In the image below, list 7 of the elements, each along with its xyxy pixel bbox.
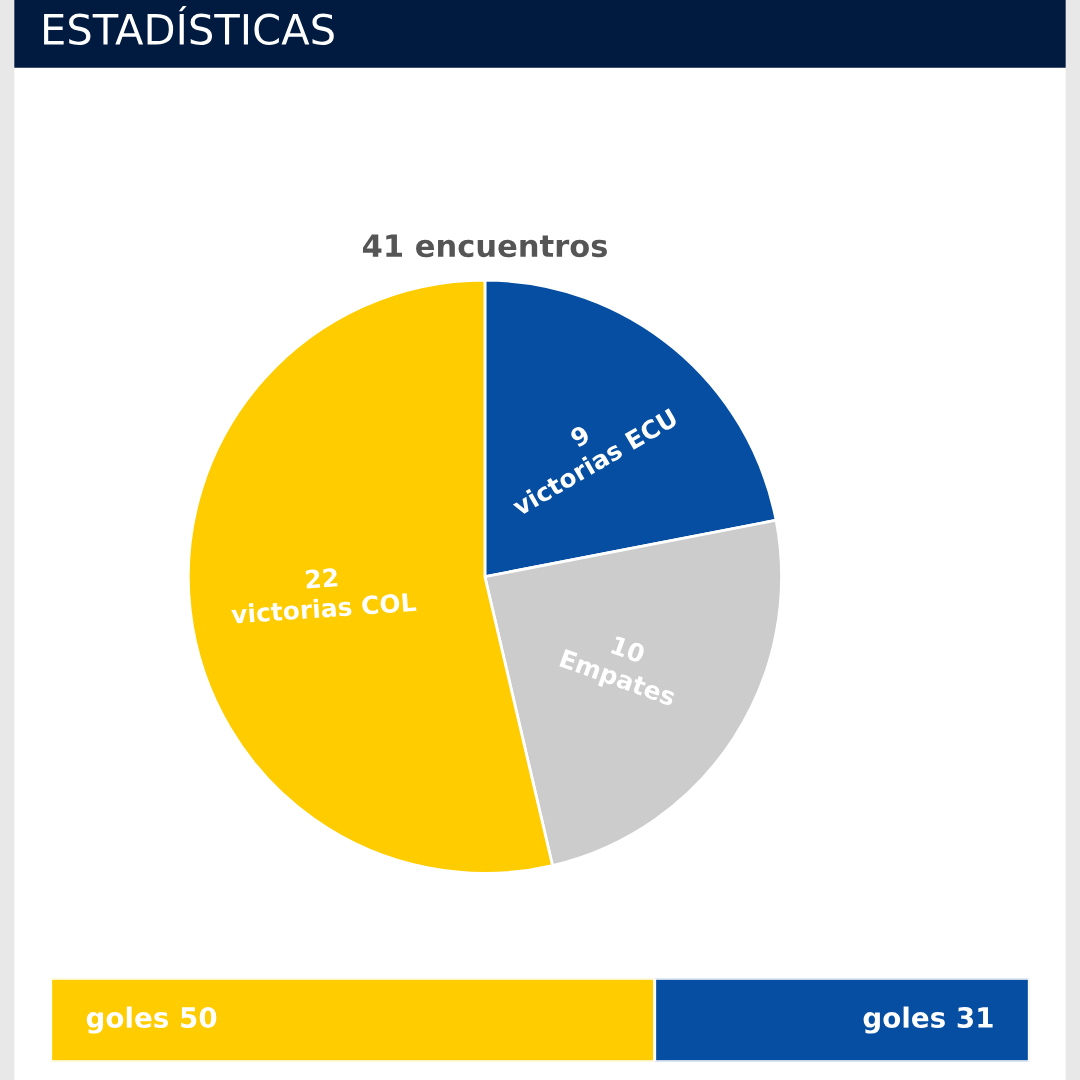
data-label: 22	[305, 567, 338, 589]
data-label: goles 31	[863, 1006, 993, 1034]
chart-title: ESTADÍSTICAS	[44, 5, 334, 46]
chart-subtitle: 41 encuentros	[362, 234, 607, 258]
slice-label: victorias COL	[230, 591, 417, 624]
data-label: goles 50	[86, 1006, 217, 1034]
data-label: 9	[568, 424, 591, 448]
